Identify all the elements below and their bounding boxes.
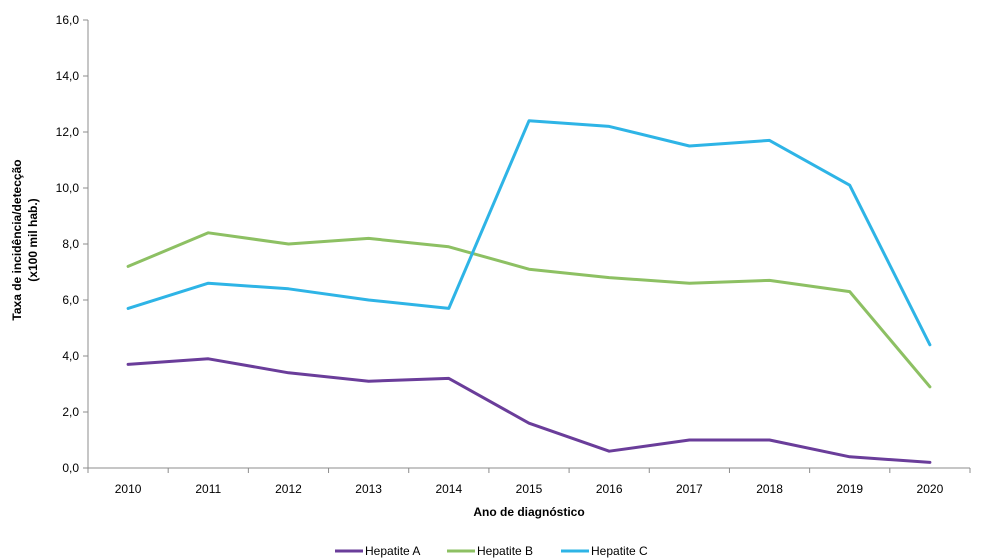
x-tick-label: 2010: [115, 482, 142, 496]
y-axis-ticks: 0,0 2,0 4,0 6,0 8,0 10,0 12,0 14,0 16,0: [56, 13, 88, 475]
y-tick-label: 12,0: [56, 125, 80, 139]
y-tick-label: 10,0: [56, 181, 80, 195]
legend-label-hepatite-c: Hepatite C: [591, 544, 648, 558]
series-line-hepatite-c: [126, 119, 932, 347]
x-axis-ticks: 2010 2011 2012 2013 2014 2015 2016 2017 2018 2019…: [87, 468, 971, 496]
x-tick-label: 2016: [596, 482, 623, 496]
x-tick-label: 2012: [275, 482, 302, 496]
legend-label-hepatite-b: Hepatite B: [477, 544, 533, 558]
y-tick-label: 2,0: [62, 405, 79, 419]
x-tick-label: 2017: [676, 482, 703, 496]
x-axis-title: Ano de diagnóstico: [473, 505, 584, 519]
y-tick-label: 8,0: [62, 237, 79, 251]
x-tick-label: 2011: [195, 482, 221, 496]
y-axis-title-line2: (x100 mil hab.): [26, 198, 40, 281]
y-tick-label: 16,0: [56, 13, 80, 27]
legend: Hepatite A Hepatite B Hepatite C: [335, 544, 648, 558]
series-line-hepatite-a: [126, 357, 932, 464]
legend-label-hepatite-a: Hepatite A: [365, 544, 420, 558]
series-lines: [126, 119, 932, 464]
y-axis-title-line1: Taxa de incidência/detecção: [10, 159, 24, 320]
series-line-hepatite-b: [126, 231, 932, 389]
x-tick-label: 2015: [516, 482, 543, 496]
x-tick-label: 2014: [435, 482, 462, 496]
y-tick-label: 6,0: [62, 293, 79, 307]
x-tick-label: 2020: [917, 482, 944, 496]
axes: [87, 20, 970, 469]
x-tick-label: 2013: [355, 482, 382, 496]
y-tick-label: 14,0: [56, 69, 80, 83]
y-tick-label: 4,0: [62, 349, 79, 363]
x-tick-label: 2019: [836, 482, 863, 496]
x-tick-label: 2018: [756, 482, 783, 496]
y-tick-label: 0,0: [62, 461, 79, 475]
